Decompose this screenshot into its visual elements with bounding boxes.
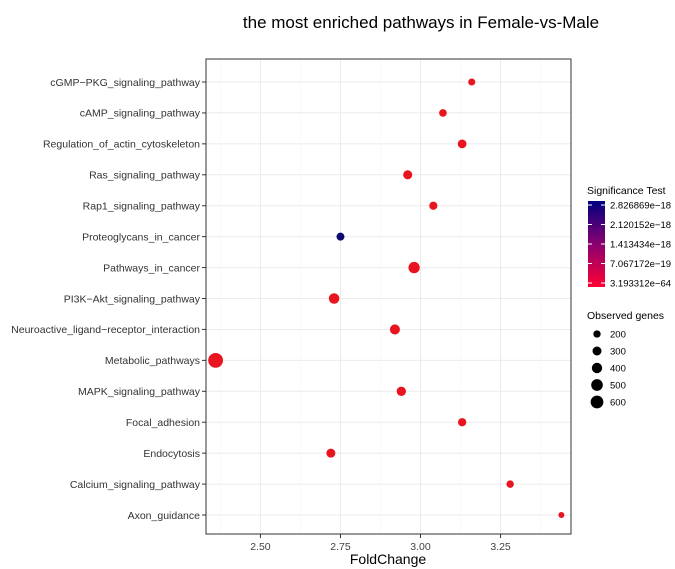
y-tick-label: cGMP−PKG_signaling_pathway <box>50 77 200 89</box>
significance-legend-title: Significance Test <box>587 185 666 197</box>
y-tick-label: PI3K−Akt_signaling_pathway <box>64 293 201 305</box>
y-tick-label: Pathways_in_cancer <box>103 262 200 274</box>
x-tick-label: 3.00 <box>410 541 431 553</box>
observed-genes-legend: Observed genes 200 300 400 500 600 <box>587 310 664 409</box>
y-tick-label: Proteoglycans_in_cancer <box>82 231 200 243</box>
size-legend-dot <box>590 395 604 409</box>
data-point <box>468 78 476 86</box>
data-point <box>558 512 565 518</box>
x-tick-label: 3.25 <box>490 541 511 553</box>
x-axis-label: FoldChange <box>350 551 426 567</box>
size-legend-dot <box>591 362 603 374</box>
y-tick-label: Axon_guidance <box>128 510 201 522</box>
significance-legend-label: 7.067172e−19 <box>610 259 671 270</box>
data-point <box>457 418 467 427</box>
significance-legend-label: 1.413434e−18 <box>610 239 671 250</box>
data-point <box>389 324 400 335</box>
y-tick-label: Calcium_signaling_pathway <box>70 479 201 491</box>
data-point <box>396 386 406 396</box>
y-tick-label: Ras_signaling_pathway <box>89 170 201 182</box>
data-point <box>326 448 336 458</box>
data-points <box>208 78 565 518</box>
grid <box>206 59 571 534</box>
significance-legend-label: 2.120152e−18 <box>610 220 671 231</box>
x-axis: 2.50 2.75 3.00 3.25 <box>250 534 511 553</box>
significance-legend-label: 2.826869e−18 <box>610 200 671 211</box>
y-tick-label: MAPK_signaling_pathway <box>78 386 201 398</box>
size-legend-label: 400 <box>610 363 626 374</box>
significance-colorbar <box>588 201 605 287</box>
size-legend-dot <box>592 346 602 356</box>
size-legend-dot <box>593 330 601 338</box>
y-tick-label: cAMP_signaling_pathway <box>80 108 201 120</box>
data-point <box>336 232 345 241</box>
y-axis: cGMP−PKG_signaling_pathway cAMP_signaling… <box>11 77 206 522</box>
x-tick-label: 2.75 <box>330 541 351 553</box>
size-legend-label: 200 <box>610 329 626 340</box>
size-legend-dot <box>591 379 603 391</box>
size-legend-label: 500 <box>610 380 626 391</box>
data-point <box>408 261 420 274</box>
x-tick-label: 2.50 <box>250 541 271 553</box>
data-point <box>439 109 447 117</box>
significance-legend-label: 3.193312e−64 <box>610 278 671 289</box>
y-tick-label: Endocytosis <box>143 448 200 460</box>
plot-panel-border <box>205 58 572 535</box>
y-tick-label: Metabolic_pathways <box>105 355 200 367</box>
data-point <box>328 293 340 304</box>
size-legend-label: 600 <box>610 397 626 408</box>
y-tick-label: Focal_adhesion <box>126 417 200 429</box>
observed-genes-legend-title: Observed genes <box>587 310 664 322</box>
y-tick-label: Regulation_of_actin_cytoskeleton <box>43 139 200 151</box>
significance-legend: Significance Test 2.826869e−18 2.120152e−… <box>587 185 671 289</box>
data-point <box>506 480 514 488</box>
chart-title: the most enriched pathways in Female-vs-… <box>243 13 599 32</box>
data-point <box>208 352 223 368</box>
data-point <box>457 139 467 149</box>
y-tick-label: Neuroactive_ligand−receptor_interaction <box>11 324 200 336</box>
data-point <box>429 201 438 210</box>
size-legend-label: 300 <box>610 346 626 357</box>
y-tick-label: Rap1_signaling_pathway <box>83 201 201 213</box>
data-point <box>403 170 413 180</box>
